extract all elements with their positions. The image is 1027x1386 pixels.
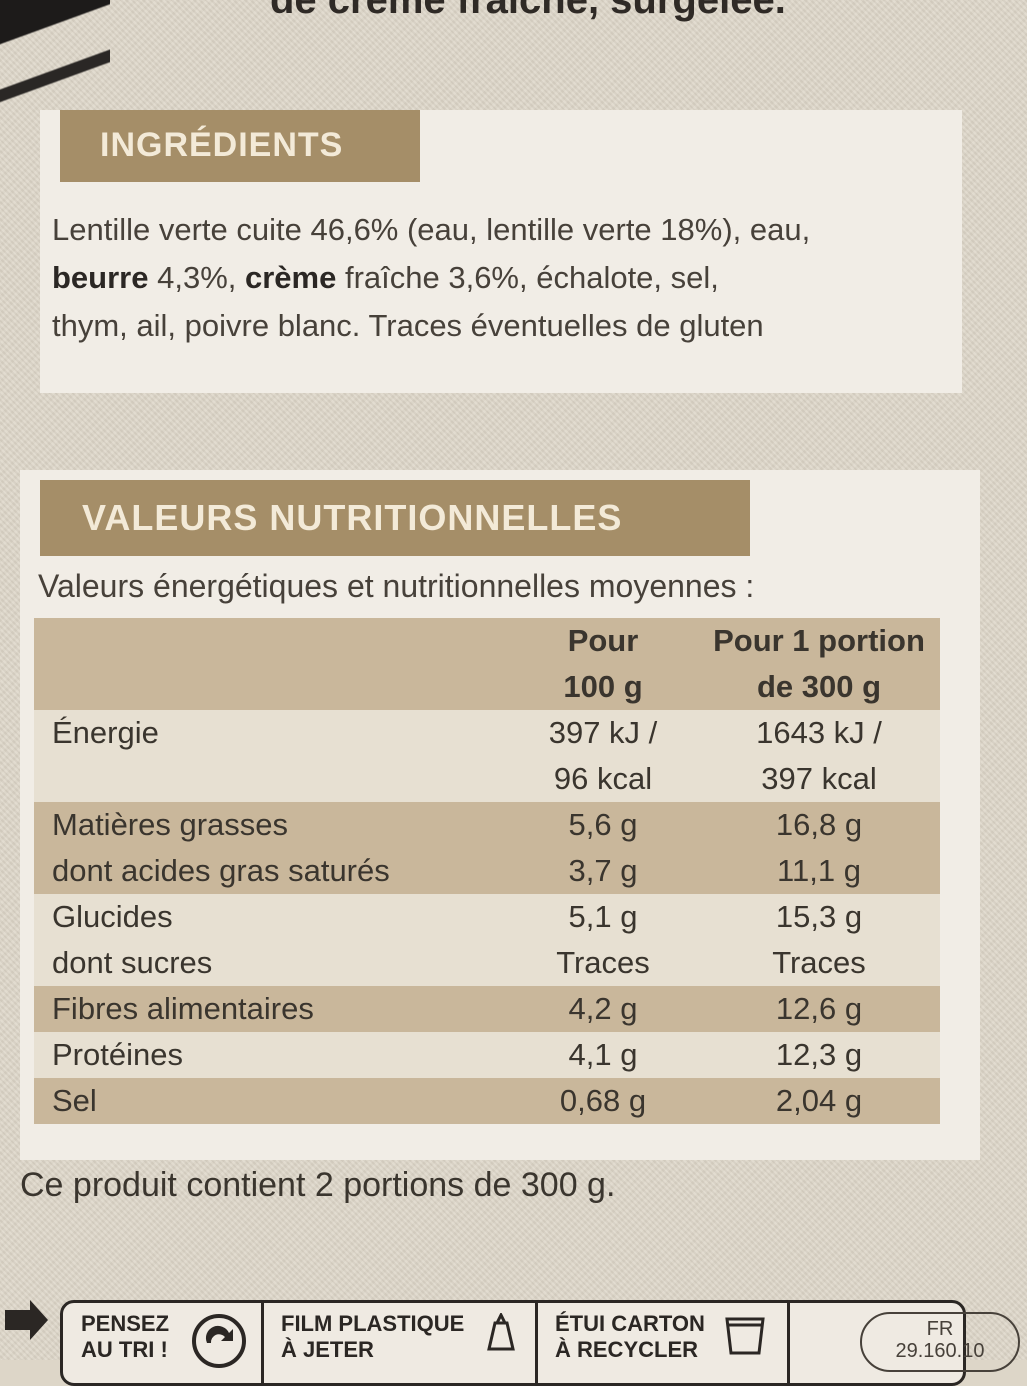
header-text: Pour: [567, 623, 639, 658]
nutrient-name: Glucides dont sucres: [34, 894, 508, 986]
ingredient-beurre: beurre: [52, 260, 149, 295]
value-per-100g: 4,1 g: [568, 1037, 638, 1072]
divider: [261, 1303, 264, 1383]
table-row: Énergie 397 kJ / 96 kcal 1643 kJ / 397 kca…: [34, 710, 940, 802]
value-per-portion: 2,04 g: [775, 1083, 863, 1118]
recycle-text: PENSEZ: [81, 1311, 170, 1336]
nutrient-name: Fibres alimentaires: [52, 991, 314, 1026]
header-per-100g: Pour 100 g: [508, 618, 698, 710]
nutrient-name: Énergie: [34, 710, 508, 802]
value-per-100g: 397 kJ / 96 kcal: [508, 710, 698, 802]
ingredients-fragment: 4,3%,: [148, 260, 245, 295]
nutrient-label: dont sucres: [52, 945, 213, 980]
badge-code: 29.160.10: [895, 1340, 985, 1362]
nutrient-label: Énergie: [52, 715, 159, 750]
ingredients-line-3: thym, ail, poivre blanc. Traces éventuel…: [52, 308, 764, 343]
recycle-item-carton: ÉTUI CARTON À RECYCLER: [555, 1311, 705, 1363]
carton-box-icon: [725, 1317, 765, 1355]
value-text: 1643 kJ /: [756, 715, 882, 750]
value-text: 3,7 g: [568, 853, 638, 888]
nutrient-name: Protéines: [52, 1037, 183, 1072]
value-per-portion: 16,8 g 11,1 g: [698, 802, 940, 894]
recycle-text: ÉTUI CARTON: [555, 1311, 705, 1336]
nutrition-panel: [20, 470, 980, 1160]
package-edge: [0, 0, 110, 130]
nutrient-label: dont acides gras saturés: [52, 853, 390, 888]
value-text: 15,3 g: [775, 899, 863, 934]
recycle-item-tri: PENSEZ AU TRI !: [81, 1311, 169, 1363]
divider: [535, 1303, 538, 1383]
recycle-arrow-icon: [5, 1300, 48, 1340]
value-per-portion: 15,3 g Traces: [698, 894, 940, 986]
table-row: Sel 0,68 g 2,04 g: [34, 1078, 940, 1124]
value-text: 96 kcal: [553, 761, 653, 796]
nutrient-name: Sel: [52, 1083, 97, 1118]
header-text: Pour 1 portion: [713, 623, 925, 658]
value-text: 16,8 g: [775, 807, 863, 842]
header-per-portion: Pour 1 portion de 300 g: [698, 618, 940, 710]
value-per-100g: 5,6 g 3,7 g: [508, 802, 698, 894]
value-text: 5,6 g: [568, 807, 638, 842]
recycle-text: AU TRI !: [81, 1337, 168, 1362]
ingredients-heading: INGRÉDIENTS: [60, 110, 420, 182]
recycling-info-bar: PENSEZ AU TRI ! FILM PLASTIQUE À JETER É…: [60, 1300, 966, 1386]
table-row: Fibres alimentaires 4,2 g 12,6 g: [34, 986, 940, 1032]
divider: [787, 1303, 790, 1383]
ingredient-creme: crème: [244, 260, 337, 295]
header-text: de 300 g: [756, 669, 882, 704]
recycle-text: À JETER: [281, 1337, 374, 1362]
recycle-item-film: FILM PLASTIQUE À JETER: [281, 1311, 464, 1363]
table-row: Matières grasses dont acides gras saturés…: [34, 802, 940, 894]
table-row: Glucides dont sucres 5,1 g Traces 15,3 g Tr…: [34, 894, 940, 986]
nutrient-name: Matières grasses dont acides gras saturés: [34, 802, 508, 894]
portion-note: Ce produit contient 2 portions de 300 g.: [20, 1166, 616, 1204]
table-header-row: Pour 100 g Pour 1 portion de 300 g: [34, 618, 940, 710]
table-row: Protéines 4,1 g 12,3 g: [34, 1032, 940, 1078]
ingredients-line-1: Lentille verte cuite 46,6% (eau, lentill…: [52, 212, 811, 247]
nutrition-table: Pour 100 g Pour 1 portion de 300 g Énerg…: [34, 618, 940, 1124]
nutrient-label: Glucides: [52, 899, 173, 934]
nutrition-heading: VALEURS NUTRITIONNELLES: [40, 480, 750, 556]
product-title: de crème fraîche, surgelée.: [270, 0, 786, 22]
value-text: Traces: [556, 945, 650, 980]
value-text: 5,1 g: [568, 899, 638, 934]
value-per-100g: 4,2 g: [568, 991, 638, 1026]
nutrition-subtitle: Valeurs énergétiques et nutritionnelles …: [38, 568, 755, 604]
ingredients-text: Lentille verte cuite 46,6% (eau, lentill…: [52, 206, 932, 350]
value-text: 397 kcal: [761, 761, 877, 796]
value-per-portion: 12,3 g: [775, 1037, 863, 1072]
ingredients-fragment: fraîche 3,6%, échalote, sel,: [336, 260, 719, 295]
value-per-portion: 1643 kJ / 397 kcal: [698, 710, 940, 802]
triman-icon: [192, 1314, 246, 1368]
value-text: 397 kJ /: [548, 715, 658, 750]
nutrient-label: Matières grasses: [52, 807, 289, 842]
header-text: 100 g: [563, 669, 643, 704]
packaging-code-badge: FR 29.160.10: [860, 1312, 1020, 1372]
value-per-100g: 5,1 g Traces: [508, 894, 698, 986]
badge-country: FR: [926, 1318, 954, 1340]
value-text: 11,1 g: [777, 853, 861, 888]
value-per-100g: 0,68 g: [559, 1083, 647, 1118]
header-empty: [34, 618, 508, 710]
plastic-film-icon: [487, 1313, 515, 1351]
value-text: Traces: [772, 945, 866, 980]
recycle-text: À RECYCLER: [555, 1337, 699, 1362]
recycle-text: FILM PLASTIQUE: [281, 1311, 465, 1336]
value-per-portion: 12,6 g: [775, 991, 863, 1026]
